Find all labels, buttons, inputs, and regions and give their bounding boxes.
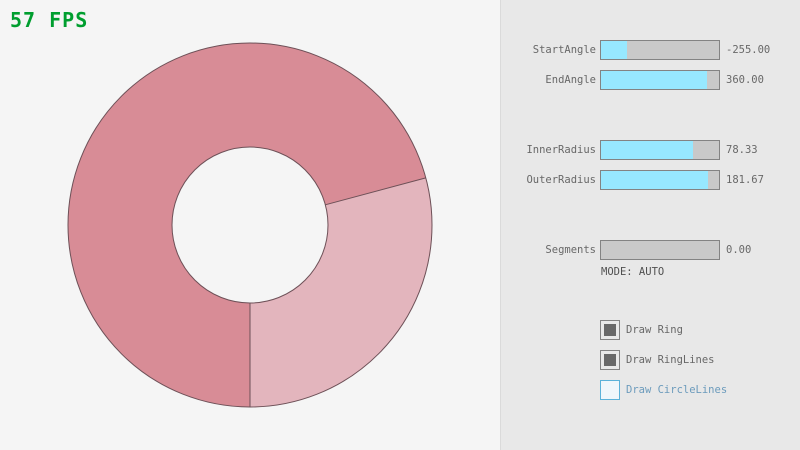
startangle-slider[interactable] — [600, 40, 720, 60]
endangle-slider[interactable] — [600, 70, 720, 90]
draw-ringlines-label: Draw RingLines — [626, 354, 715, 366]
slider-row-segments: Segments 0.00 — [501, 240, 800, 260]
checkbox-row-draw-ring: Draw Ring — [600, 320, 683, 340]
draw-circlelines-checkbox[interactable] — [600, 380, 620, 400]
startangle-value: -255.00 — [726, 44, 771, 56]
segments-slider[interactable] — [600, 240, 720, 260]
endangle-slider-fill — [601, 71, 708, 89]
slider-row-startangle: StartAngle -255.00 — [501, 40, 800, 60]
startangle-slider-fill — [601, 41, 627, 59]
slider-row-outerradius: OuterRadius 181.67 — [501, 170, 800, 190]
draw-circlelines-label: Draw CircleLines — [626, 384, 728, 396]
innerradius-slider-fill — [601, 141, 694, 159]
draw-ring-checkbox[interactable] — [600, 320, 620, 340]
draw-ring-label: Draw Ring — [626, 324, 683, 336]
innerradius-label: InnerRadius — [526, 144, 596, 156]
outerradius-value: 181.67 — [726, 174, 764, 186]
mode-indicator: MODE: AUTO — [601, 266, 665, 278]
innerradius-slider[interactable] — [600, 140, 720, 160]
checkbox-row-draw-circlelines: Draw CircleLines — [600, 380, 727, 400]
segments-label: Segments — [545, 244, 596, 256]
slider-row-innerradius: InnerRadius 78.33 — [501, 140, 800, 160]
outerradius-slider-fill — [601, 171, 709, 189]
outerradius-slider[interactable] — [600, 170, 720, 190]
draw-ringlines-checkbox[interactable] — [600, 350, 620, 370]
startangle-label: StartAngle — [532, 44, 596, 56]
endangle-value: 360.00 — [726, 74, 764, 86]
segments-value: 0.00 — [726, 244, 752, 256]
endangle-label: EndAngle — [545, 74, 596, 86]
controls-panel: StartAngle -255.00 EndAngle 360.00 Inner… — [500, 0, 800, 450]
check-mark — [604, 354, 616, 366]
check-mark — [604, 324, 616, 336]
checkbox-row-draw-ringlines: Draw RingLines — [600, 350, 715, 370]
innerradius-value: 78.33 — [726, 144, 758, 156]
outerradius-label: OuterRadius — [526, 174, 596, 186]
fps-counter: 57 FPS — [10, 8, 89, 32]
slider-row-endangle: EndAngle 360.00 — [501, 70, 800, 90]
